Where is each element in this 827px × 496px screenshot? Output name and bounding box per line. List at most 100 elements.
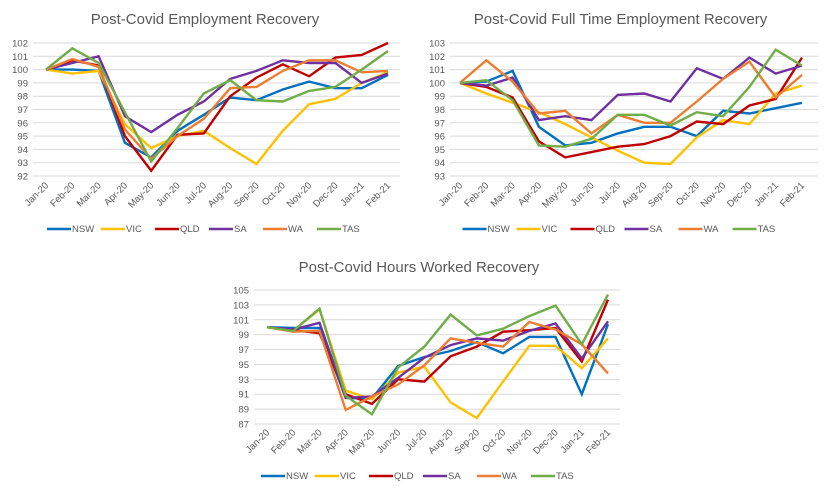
y-tick-label: 96 (434, 132, 445, 143)
legend-label: TAS (556, 471, 574, 482)
y-tick-label: 101 (233, 315, 249, 326)
y-tick-label: 91 (238, 390, 249, 401)
legend-item-vic: VIC (516, 224, 558, 235)
legend: NSW VIC QLD SA WA TAS (462, 224, 776, 235)
series-line-wa (266, 320, 609, 412)
y-tick-label: 97 (238, 345, 249, 356)
x-tick-label: Feb-20 (269, 427, 298, 456)
y-tick-label: 100 (12, 65, 28, 76)
legend-item-qld: QLD (369, 471, 414, 482)
legend-label: SA (234, 224, 247, 235)
y-tick-label: 101 (429, 65, 445, 76)
x-tick-label: Dec-20 (725, 180, 754, 209)
y-tick-label: 87 (238, 420, 249, 431)
y-tick-label: 101 (12, 52, 28, 63)
series-line-tas (266, 293, 610, 417)
legend-item-wa: WA (477, 471, 518, 482)
y-tick-label: 92 (17, 172, 28, 183)
x-tick-label: Feb-21 (778, 180, 807, 209)
legend-label: QLD (180, 224, 200, 235)
x-tick-label: Aug-20 (620, 180, 649, 209)
x-tick-label: Jun-20 (154, 180, 182, 208)
x-tick-label: Oct-20 (480, 427, 508, 455)
series-line-qld (459, 56, 804, 159)
legend-item-wa: WA (678, 224, 720, 235)
legend-item-sa: SA (423, 471, 461, 482)
x-tick-label: Aug-20 (426, 427, 455, 456)
x-tick-label: Apr-20 (323, 427, 351, 455)
legend-label: WA (704, 224, 720, 235)
legend-item-qld: QLD (155, 224, 200, 235)
x-tick-label: Feb-20 (48, 180, 77, 209)
y-tick-label: 93 (434, 172, 445, 183)
legend-label: NSW (72, 224, 94, 235)
y-tick-label: 103 (233, 300, 249, 311)
legend-label: NSW (286, 471, 308, 482)
x-tick-label: Feb-21 (584, 427, 613, 456)
legend-item-tas: TAS (531, 471, 574, 482)
x-tick-label: May-20 (347, 427, 377, 457)
y-tick-label: 103 (429, 39, 445, 50)
y-tick-label: 89 (238, 405, 249, 416)
x-tick-label: Sep-20 (232, 180, 261, 209)
series-line-nsw (266, 323, 610, 400)
legend-label: VIC (542, 224, 558, 235)
x-tick-label: Nov-20 (505, 427, 534, 456)
y-tick-label: 100 (429, 78, 445, 89)
legend-label: WA (288, 224, 304, 235)
legend-label: QLD (394, 471, 414, 482)
legend-item-sa: SA (624, 224, 663, 235)
x-tick-label: Feb-20 (462, 180, 491, 209)
legend-label: SA (448, 471, 461, 482)
y-tick-label: 99 (17, 78, 28, 89)
legend-item-nsw: NSW (462, 224, 510, 235)
legend-label: VIC (126, 224, 142, 235)
x-tick-label: Mar-20 (75, 180, 104, 209)
y-tick-label: 102 (429, 52, 445, 63)
x-tick-label: May-20 (126, 180, 156, 210)
y-tick-label: 98 (434, 105, 445, 116)
series-line-wa (45, 57, 389, 161)
x-tick-label: Jun-20 (375, 427, 403, 455)
y-tick-label: 105 (233, 286, 249, 297)
y-tick-label: 102 (12, 39, 28, 50)
x-tick-label: Jan-20 (23, 180, 51, 208)
legend-label: NSW (488, 224, 510, 235)
y-tick-label: 95 (17, 132, 28, 143)
full-time-employment-recovery-svg: Post-Covid Full Time Employment Recovery… (429, 11, 818, 235)
chart-title: Post-Covid Hours Worked Recovery (299, 259, 540, 276)
hours-worked-recovery-chart: Post-Covid Hours Worked Recovery 87 89 91 93… (214, 250, 624, 496)
chart-title: Post-Covid Full Time Employment Recovery (474, 11, 768, 28)
y-tick-label: 93 (238, 375, 249, 386)
x-tick-label: Dec-20 (531, 427, 560, 456)
legend-item-tas: TAS (732, 224, 776, 235)
x-tick-label: Feb-21 (364, 180, 393, 209)
x-tick-label: May-20 (540, 180, 570, 210)
y-tick-label: 95 (434, 145, 445, 156)
x-tick-label: Sep-20 (646, 180, 675, 209)
legend-label: TAS (758, 224, 776, 235)
x-tick-label: Apr-20 (516, 180, 544, 208)
x-tick-label: Nov-20 (699, 180, 728, 209)
y-tick-label: 98 (17, 92, 28, 103)
y-tick-label: 99 (434, 92, 445, 103)
legend: NSW VIC QLD SA WA TAS (261, 471, 574, 482)
legend-item-vic: VIC (315, 471, 356, 482)
x-tick-label: Dec-20 (311, 180, 340, 209)
full-time-employment-recovery-chart: Post-Covid Full Time Employment Recovery… (414, 0, 827, 250)
y-tick-label: 99 (238, 330, 249, 341)
x-tick-label: Mar-20 (489, 180, 518, 209)
y-tick-label: 97 (434, 118, 445, 129)
employment-recovery-svg: Post-Covid Employment Recovery 92 93 94 95 96… (12, 11, 400, 235)
employment-recovery-chart: Post-Covid Employment Recovery 92 93 94 95 96… (0, 0, 410, 250)
legend-item-wa: WA (263, 224, 304, 235)
x-tick-label: Jun-20 (568, 180, 596, 208)
x-tick-label: Jan-20 (244, 427, 272, 455)
series-line-tas (45, 46, 389, 164)
series-line-nsw (459, 69, 803, 147)
x-tick-label: Oct-20 (260, 180, 288, 208)
y-tick-label: 93 (17, 158, 28, 169)
x-tick-label: Nov-20 (285, 180, 314, 209)
x-tick-label: Jan-21 (338, 180, 366, 208)
legend-item-nsw: NSW (47, 224, 94, 235)
